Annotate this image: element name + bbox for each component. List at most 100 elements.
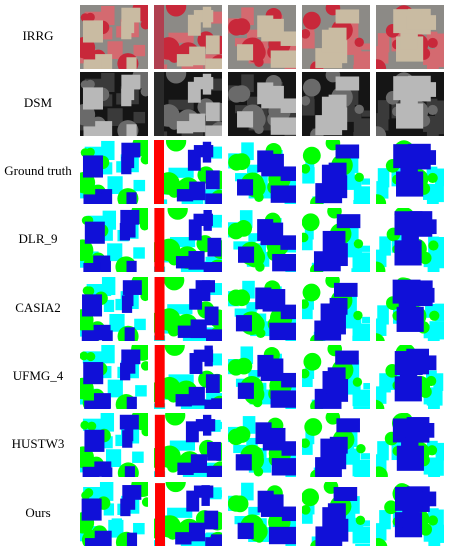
- building: [335, 144, 360, 159]
- low-vegetation: [427, 265, 440, 272]
- tree: [302, 28, 311, 39]
- building: [207, 237, 222, 257]
- low-vegetation: [132, 451, 144, 463]
- building: [321, 164, 345, 188]
- low-vegetation: [246, 29, 259, 38]
- low-vegetation: [427, 405, 440, 409]
- tree: [427, 515, 439, 526]
- low-vegetation: [246, 96, 259, 105]
- low-vegetation: [428, 457, 444, 476]
- building: [126, 221, 136, 238]
- low-vegetation: [248, 370, 260, 379]
- building: [333, 487, 358, 501]
- building: [188, 219, 202, 241]
- low-vegetation: [246, 164, 259, 173]
- tree: [354, 172, 364, 182]
- tree: [302, 78, 321, 97]
- building: [126, 493, 136, 510]
- tree: [87, 421, 97, 431]
- building: [206, 329, 222, 341]
- tree: [419, 523, 433, 536]
- building: [269, 322, 296, 341]
- row-label: DSM: [24, 95, 53, 110]
- building: [119, 222, 131, 241]
- tree: [140, 154, 148, 165]
- building: [175, 532, 192, 545]
- building: [280, 98, 296, 113]
- building: [205, 170, 220, 190]
- tree: [85, 12, 95, 22]
- building: [270, 117, 296, 135]
- building: [126, 124, 137, 136]
- image-tile: [302, 413, 370, 477]
- low-vegetation: [101, 5, 115, 25]
- image-tile: [80, 72, 148, 136]
- low-vegetation: [183, 537, 206, 546]
- building: [205, 125, 222, 136]
- building: [84, 221, 105, 244]
- building: [255, 422, 272, 445]
- row-label: DLR_9: [19, 231, 58, 246]
- low-vegetation: [428, 540, 441, 546]
- image-tile: [154, 5, 222, 69]
- low-vegetation: [102, 210, 117, 230]
- image-tile: [154, 413, 222, 477]
- building: [235, 454, 252, 471]
- low-vegetation: [108, 519, 124, 538]
- building: [188, 386, 205, 406]
- building: [207, 441, 221, 461]
- building: [185, 421, 199, 443]
- low-vegetation: [246, 302, 258, 311]
- image-tile: [80, 277, 148, 341]
- building: [406, 82, 437, 97]
- image-tile: [154, 208, 222, 272]
- building: [119, 414, 139, 430]
- image-tile: [228, 208, 296, 272]
- low-vegetation: [103, 299, 115, 312]
- low-vegetation: [209, 148, 222, 156]
- building: [187, 81, 201, 103]
- building: [81, 498, 102, 521]
- low-vegetation: [302, 233, 313, 251]
- low-vegetation: [168, 374, 194, 385]
- building: [257, 354, 274, 377]
- building: [321, 29, 345, 53]
- building: [85, 538, 102, 546]
- image-tile: [302, 345, 370, 409]
- tree: [384, 500, 398, 515]
- image-tile: [228, 413, 296, 477]
- building: [257, 150, 274, 173]
- low-vegetation: [376, 523, 387, 541]
- tree: [235, 357, 253, 375]
- low-vegetation: [248, 506, 260, 516]
- low-vegetation: [352, 323, 370, 341]
- tree: [304, 418, 323, 436]
- low-vegetation: [434, 33, 444, 52]
- low-vegetation: [361, 43, 370, 50]
- low-vegetation: [379, 236, 391, 256]
- building: [124, 327, 135, 341]
- row-label: UFMG_4: [13, 368, 64, 383]
- building: [100, 260, 111, 272]
- tree: [376, 538, 388, 546]
- tree: [352, 377, 363, 387]
- image-tile: [228, 482, 296, 546]
- building: [237, 111, 254, 128]
- building: [126, 260, 137, 272]
- low-vegetation: [428, 48, 444, 68]
- low-vegetation: [425, 304, 436, 318]
- low-vegetation: [99, 482, 114, 501]
- building: [84, 400, 101, 409]
- image-tile: [154, 140, 222, 204]
- image-tile: [376, 413, 444, 477]
- tree: [302, 299, 309, 309]
- image-tile: [154, 482, 222, 546]
- low-vegetation: [207, 214, 222, 223]
- tree: [167, 208, 188, 220]
- tree: [80, 239, 94, 261]
- building: [237, 179, 254, 196]
- building: [333, 282, 358, 297]
- low-vegetation: [428, 250, 444, 269]
- building: [203, 209, 212, 231]
- building: [205, 102, 220, 122]
